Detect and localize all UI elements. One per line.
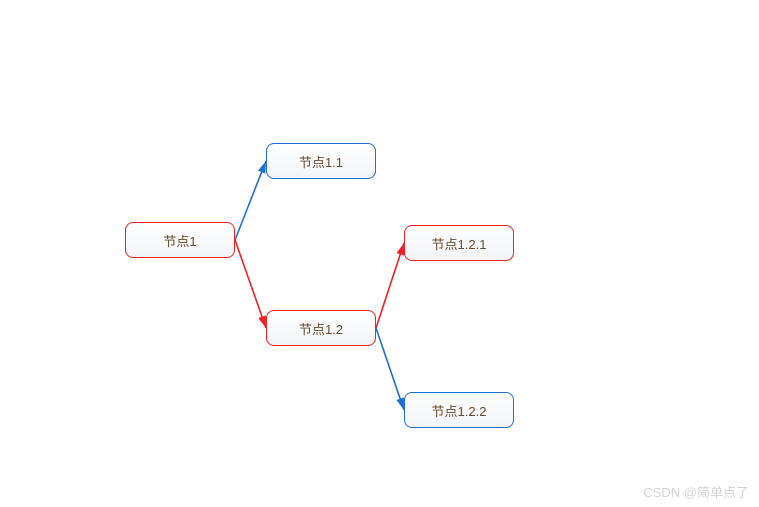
edge-n12-n122: [376, 328, 404, 410]
node-n122: 节点1.2.2: [404, 392, 514, 428]
node-label: 节点1: [163, 231, 196, 250]
edge-n12-n121: [376, 243, 404, 328]
watermark-text: CSDN @简单点了: [643, 482, 749, 501]
node-n12: 节点1.2: [266, 310, 376, 346]
edge-layer: [0, 0, 759, 507]
node-n11: 节点1.1: [266, 143, 376, 179]
edge-n1-n12: [235, 240, 266, 328]
diagram-canvas: 节点1 节点1.1 节点1.2 节点1.2.1 节点1.2.2: [0, 0, 759, 507]
node-label: 节点1.2: [299, 319, 343, 338]
node-n121: 节点1.2.1: [404, 225, 514, 261]
node-label: 节点1.2.2: [432, 401, 487, 420]
node-label: 节点1.1: [299, 152, 343, 171]
node-n1: 节点1: [125, 222, 235, 258]
node-label: 节点1.2.1: [432, 234, 487, 253]
edge-n1-n11: [235, 161, 266, 240]
